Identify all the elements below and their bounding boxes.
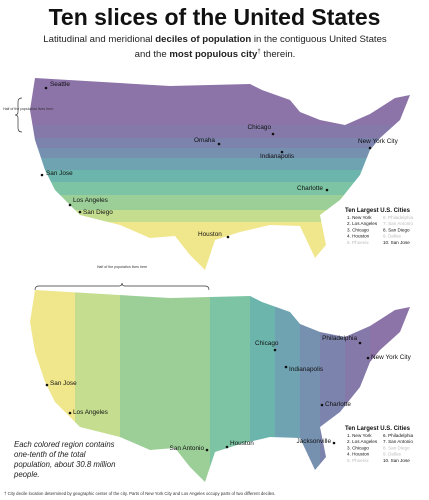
annotation: Half of the population lives here bbox=[97, 265, 147, 269]
legend-item: 7. San Antonio bbox=[383, 439, 413, 444]
city-label: Houston bbox=[198, 231, 222, 238]
city-dot bbox=[284, 365, 288, 369]
legend-title: Ten Largest U.S. Cities bbox=[345, 208, 411, 214]
legend-item: 6. Philadelphia bbox=[383, 215, 414, 220]
city-dot bbox=[271, 132, 275, 136]
city-label: Charlotte bbox=[297, 185, 323, 192]
city-dot bbox=[205, 448, 209, 452]
note: Each colored region contains one-tenth o… bbox=[14, 440, 116, 479]
city-label: New York City bbox=[358, 138, 399, 145]
legend-item: 1. New York bbox=[347, 215, 372, 220]
city-label: Charlotte bbox=[325, 401, 351, 408]
subtitle-text: in the contiguous United States and the bbox=[134, 34, 387, 61]
city-dot bbox=[68, 411, 72, 415]
city-dot bbox=[226, 235, 230, 239]
legend-item: 9. Dallas bbox=[383, 234, 402, 239]
legend-item: 8. San Diego bbox=[383, 445, 410, 450]
city-label: Chicago bbox=[255, 340, 279, 347]
city-dot bbox=[45, 383, 49, 387]
legend-item: 7. San Antonio bbox=[383, 221, 413, 226]
legend-item: 1. New York bbox=[347, 433, 372, 438]
dagger: † bbox=[257, 49, 261, 55]
subtitle-bold: most populous city bbox=[169, 49, 258, 61]
city-dot bbox=[78, 210, 82, 214]
annotation: Half of the population lives here bbox=[3, 107, 53, 111]
legend-item: 6. Philadelphia bbox=[383, 433, 414, 438]
title: Ten slices of the United States bbox=[48, 4, 381, 30]
city-label: Indianapolis bbox=[260, 153, 294, 160]
city-dot bbox=[325, 188, 329, 192]
city-label: San Antonio bbox=[170, 445, 205, 452]
legend-title: Ten Largest U.S. Cities bbox=[345, 426, 411, 432]
legend-item: 4. Houston bbox=[347, 234, 370, 239]
city-dot bbox=[368, 146, 372, 150]
city-dot bbox=[40, 173, 44, 177]
legend-item: 10. San Jose bbox=[383, 240, 410, 245]
city-dot bbox=[273, 348, 277, 352]
legend-item: 5. Phoenix bbox=[347, 240, 369, 245]
city-dot bbox=[44, 86, 48, 90]
city-label: Indianapolis bbox=[289, 366, 323, 373]
legend-item: 2. Los Angeles bbox=[347, 221, 378, 226]
city-label: Jacksonville bbox=[297, 438, 332, 445]
city-label: San Jose bbox=[50, 380, 77, 387]
city-label: San Jose bbox=[46, 170, 73, 177]
city-dot bbox=[320, 403, 324, 407]
city-dot bbox=[225, 445, 229, 449]
city-dot bbox=[217, 142, 221, 146]
legend-item: 3. Chicago bbox=[347, 227, 369, 232]
city-dot bbox=[332, 441, 336, 445]
city-label: Los Angeles bbox=[73, 197, 108, 204]
subtitle-bold: deciles of population bbox=[155, 34, 252, 45]
legend-item: 2. Los Angeles bbox=[347, 439, 378, 444]
city-dot bbox=[280, 150, 284, 154]
city-label: Houston bbox=[230, 440, 254, 447]
city-dot bbox=[366, 356, 370, 360]
legend-item: 10. San Jose bbox=[383, 458, 410, 463]
brace bbox=[14, 97, 23, 133]
legend-item: 5. Phoenix bbox=[347, 458, 369, 463]
brace bbox=[34, 282, 210, 291]
legend-item: 9. Dallas bbox=[383, 452, 402, 457]
city-label: Los Angeles bbox=[73, 409, 108, 416]
city-label: Seattle bbox=[50, 81, 70, 88]
city-label: New York City bbox=[371, 354, 412, 361]
subtitle-text: therein. bbox=[260, 49, 296, 61]
legend-item: 8. San Diego bbox=[383, 227, 410, 232]
city-dot bbox=[358, 341, 362, 345]
city-label: Chicago bbox=[248, 124, 272, 131]
city-label: Philadelphia bbox=[322, 335, 357, 342]
city-label: San Diego bbox=[83, 209, 113, 216]
legend-item: 4. Houston bbox=[347, 452, 370, 457]
subtitle: Latitudinal and meridional deciles of po… bbox=[40, 33, 390, 61]
footnote: † City decile location determined by geo… bbox=[4, 491, 276, 496]
subtitle-text: Latitudinal and meridional bbox=[43, 34, 156, 45]
legend-item: 3. Chicago bbox=[347, 445, 369, 450]
city-dot bbox=[68, 203, 72, 207]
city-label: Omaha bbox=[194, 137, 215, 144]
